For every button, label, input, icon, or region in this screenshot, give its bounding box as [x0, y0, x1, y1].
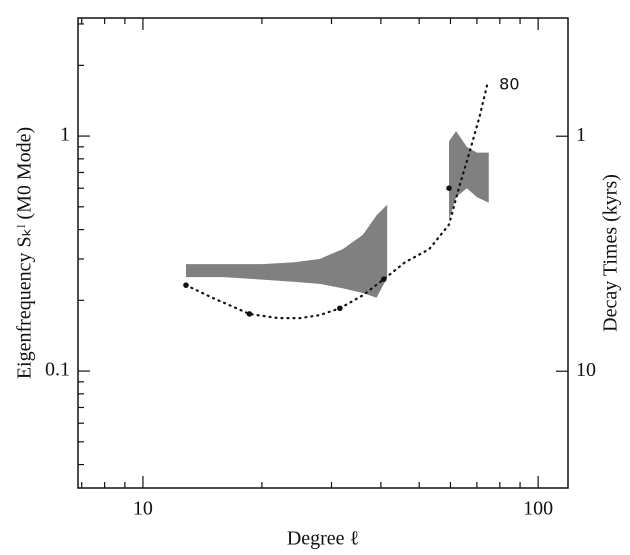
plot-frame	[77, 17, 569, 489]
x-tick-label: 10	[133, 498, 153, 520]
point	[446, 185, 452, 192]
x-tick-label: 100	[523, 498, 553, 520]
y-tick-label: 1	[60, 124, 70, 146]
point	[183, 282, 189, 288]
dotted-curve	[184, 83, 489, 320]
y2-axis-label: Decay Times (kyrs)	[600, 174, 622, 332]
shaded-band	[185, 204, 388, 298]
point	[381, 276, 387, 283]
point	[246, 311, 253, 317]
point	[337, 305, 343, 312]
y2-tick-label: 1	[576, 124, 586, 146]
shaded-band	[449, 131, 489, 220]
annotation: 80	[499, 74, 519, 93]
y-axis-label: Eigenfrequency Sₖˡ (M0 Mode)	[14, 127, 36, 379]
x-axis-label: Degree ℓ	[287, 528, 359, 550]
y2-tick-label: 10	[576, 359, 596, 381]
y-tick-label: 0.1	[45, 359, 70, 381]
